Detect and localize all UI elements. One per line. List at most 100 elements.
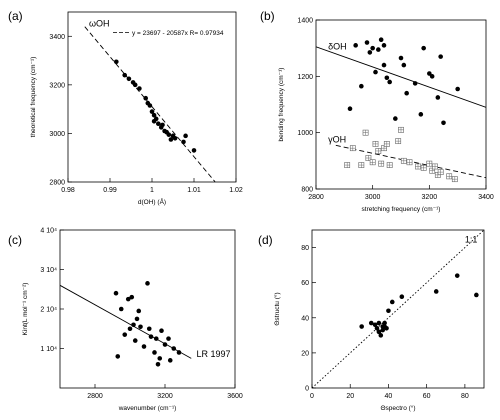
plot-frame: [315, 19, 487, 190]
y-tick-label: 1 10⁴: [40, 346, 57, 353]
data-point: [365, 155, 372, 161]
data-point: [183, 133, 188, 139]
data-point: [159, 328, 164, 334]
y-tick-label: 60: [301, 280, 309, 287]
data-point: [378, 333, 384, 338]
x-tick-label: 0.99: [103, 187, 117, 194]
data-point: [378, 160, 385, 167]
data-point: [172, 135, 178, 141]
x-tick-label: 20: [346, 393, 354, 400]
data-point: [372, 141, 379, 147]
x-tick-label: 60: [423, 393, 431, 400]
data-point: [398, 126, 404, 133]
fit-line-1: [316, 46, 486, 108]
data-point: [429, 74, 435, 79]
data-point: [381, 62, 387, 68]
chart-panel-c: (c) 2800 3200 3600 1 10⁴ 2 10⁴ 3 10⁴ 4 10⁴ waven…: [8, 228, 243, 413]
plot-frame: [67, 11, 237, 183]
y-axis-label: Θstructu (°): [273, 292, 281, 325]
x-axis-label: stretching frequency (cm⁻¹): [362, 206, 441, 213]
data-point: [375, 148, 382, 154]
data-point: [446, 173, 453, 180]
data-point: [372, 322, 378, 328]
y-tick-label: 80: [301, 245, 309, 252]
y-tick-label: 1000: [297, 130, 313, 137]
data-point: [168, 137, 174, 142]
data-point: [386, 308, 391, 314]
x-tick-label: 1.01: [187, 187, 201, 194]
x-tick-label: 0.98: [61, 187, 75, 194]
data-point: [122, 72, 127, 78]
annotation: 1:1: [465, 234, 478, 244]
y-axis-label: bending frequency (cm⁻¹): [278, 68, 285, 142]
y-tick-label: 3 10⁴: [40, 267, 57, 274]
data-point: [149, 109, 155, 114]
data-point: [384, 326, 389, 331]
data-point: [138, 324, 143, 330]
data-point: [393, 116, 398, 121]
y-tick-label: 2800: [49, 180, 65, 187]
x-tick-label: 3200: [422, 194, 438, 201]
data-point: [126, 76, 132, 82]
data-point: [125, 296, 131, 302]
x-tick-label: 80: [461, 393, 469, 400]
x-tick-label: 3000: [365, 194, 381, 201]
data-point: [376, 320, 382, 326]
data-point: [404, 90, 409, 96]
series-label: δOH: [328, 42, 347, 52]
data-point: [143, 95, 148, 101]
x-tick-label: 1: [150, 187, 154, 194]
x-tick-label: 3400: [478, 194, 494, 201]
data-point: [157, 356, 163, 361]
data-point: [412, 81, 418, 86]
data-point: [176, 350, 182, 355]
data-point: [153, 336, 159, 341]
data-point: [362, 129, 369, 136]
data-point: [427, 71, 432, 76]
y-tick-label: 4 10⁴: [40, 228, 57, 235]
data-point: [344, 162, 351, 168]
data-point: [181, 139, 186, 145]
chart-panel-b: (b) 2800 3000 3200 3400 800 1000 1200 1400 stretc…: [260, 9, 494, 213]
x-tick-label: 1.02: [229, 187, 243, 194]
data-point: [386, 162, 393, 168]
data-point: [134, 316, 140, 322]
plot-frame: [311, 229, 485, 389]
data-point: [421, 45, 426, 51]
x-axis-label: Θspectro (°): [380, 404, 415, 412]
data-point: [167, 358, 173, 363]
data-point: [155, 362, 161, 367]
data-point: [127, 326, 133, 332]
data-point: [191, 148, 197, 153]
data-point: [114, 59, 119, 65]
data-point: [118, 306, 124, 312]
data-point: [384, 75, 390, 81]
y-tick-label: 1400: [297, 18, 313, 25]
data-point: [151, 118, 157, 124]
data-point: [129, 294, 135, 300]
y-tick-label: 20: [301, 350, 309, 357]
data-point: [136, 308, 142, 314]
data-point: [141, 344, 147, 349]
data-point: [147, 103, 153, 108]
y-tick-label: 3200: [49, 82, 65, 89]
data-point: [359, 324, 364, 329]
y-tick-label: 3000: [49, 131, 65, 138]
data-point: [438, 54, 443, 59]
data-point: [441, 120, 446, 126]
x-axis-label: wavenumber (cm⁻¹): [118, 405, 177, 412]
y-tick-label: 2 10⁴: [40, 307, 57, 314]
data-point: [132, 338, 138, 343]
data-point: [367, 50, 373, 55]
data-point: [152, 350, 157, 355]
annotation: ωOH: [89, 19, 110, 29]
data-point: [395, 138, 402, 145]
data-point: [166, 336, 171, 341]
fit-line: [312, 230, 484, 388]
y-tick-label: 0: [305, 386, 309, 393]
y-tick-label: 1200: [297, 74, 313, 81]
data-point: [145, 281, 150, 286]
y-tick-label: 40: [301, 315, 309, 322]
data-point: [454, 273, 460, 278]
